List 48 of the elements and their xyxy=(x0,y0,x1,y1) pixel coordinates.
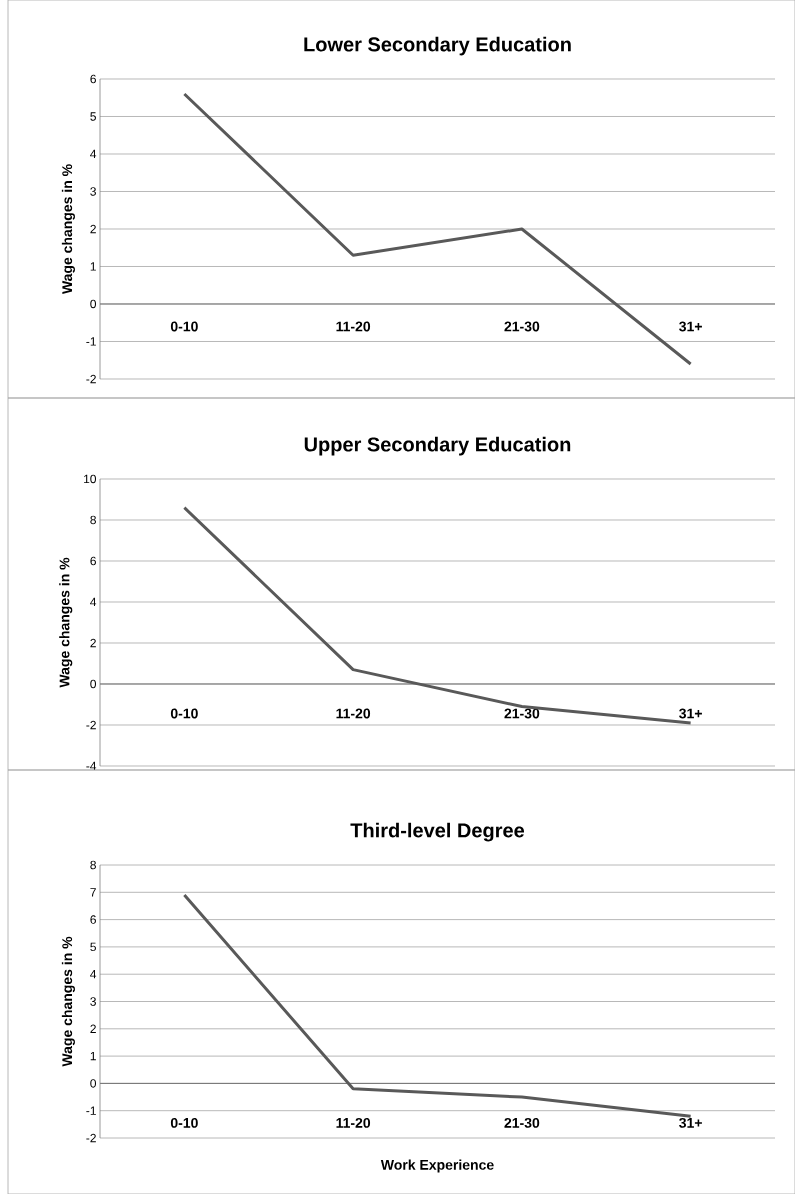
y-tick-label: 2 xyxy=(90,224,96,234)
x-tick-label: 31+ xyxy=(679,321,702,332)
y-tick-label: 1 xyxy=(90,262,96,271)
y-tick-label: 6 xyxy=(90,74,96,84)
y-tick-label: 10 xyxy=(84,474,97,484)
y-axis-title: Wage changes in % xyxy=(61,936,75,1067)
y-tick-label: 2 xyxy=(90,1024,96,1033)
y-tick-label: -4 xyxy=(86,761,97,771)
x-tick-label: 31+ xyxy=(679,1117,702,1128)
y-tick-label: 3 xyxy=(90,187,96,196)
x-tick-label: 21-30 xyxy=(504,1117,540,1128)
chart-title: Third-level Degree xyxy=(350,822,525,842)
x-tick-label: 21-30 xyxy=(504,321,540,332)
x-tick-label: 11-20 xyxy=(336,1117,371,1128)
y-tick-label: 0 xyxy=(90,299,97,309)
x-tick-label: 0-10 xyxy=(170,321,198,332)
y-tick-label: -1 xyxy=(86,337,96,346)
chart-title: Lower Secondary Education xyxy=(304,36,571,56)
y-tick-label: -2 xyxy=(86,1133,96,1143)
y-tick-label: 4 xyxy=(90,149,97,159)
y-tick-label: 7 xyxy=(90,888,96,897)
y-tick-label: 2 xyxy=(90,638,96,648)
y-tick-label: 5 xyxy=(90,942,96,952)
x-axis-title: Work Experience xyxy=(380,1159,494,1173)
y-tick-label: 0 xyxy=(90,679,97,689)
y-tick-label: -2 xyxy=(86,720,96,730)
y-tick-label: 6 xyxy=(90,915,96,924)
y-tick-label: 4 xyxy=(90,970,97,979)
y-tick-label: -1 xyxy=(86,1106,96,1115)
y-tick-label: 1 xyxy=(90,1051,96,1061)
y-tick-label: 3 xyxy=(90,997,96,1006)
x-tick-label: 0-10 xyxy=(170,1117,198,1128)
y-axis-title: Wage changes in % xyxy=(59,557,73,688)
x-tick-label: 31+ xyxy=(679,708,702,719)
y-tick-label: -2 xyxy=(86,374,96,384)
y-axis-title: Wage changes in % xyxy=(61,164,75,295)
chart-title: Upper Secondary Education xyxy=(304,436,571,456)
x-tick-label: 11-20 xyxy=(336,708,371,719)
y-tick-label: 8 xyxy=(90,515,96,525)
x-tick-label: 0-10 xyxy=(170,708,198,719)
x-tick-label: 11-20 xyxy=(336,321,371,332)
y-tick-label: 0 xyxy=(90,1079,97,1088)
line-series xyxy=(182,893,693,1118)
x-tick-label: 21-30 xyxy=(504,708,540,719)
y-tick-label: 6 xyxy=(90,556,96,566)
y-tick-label: 8 xyxy=(90,860,96,870)
y-tick-label: 4 xyxy=(90,597,97,607)
y-tick-label: 5 xyxy=(90,112,96,121)
